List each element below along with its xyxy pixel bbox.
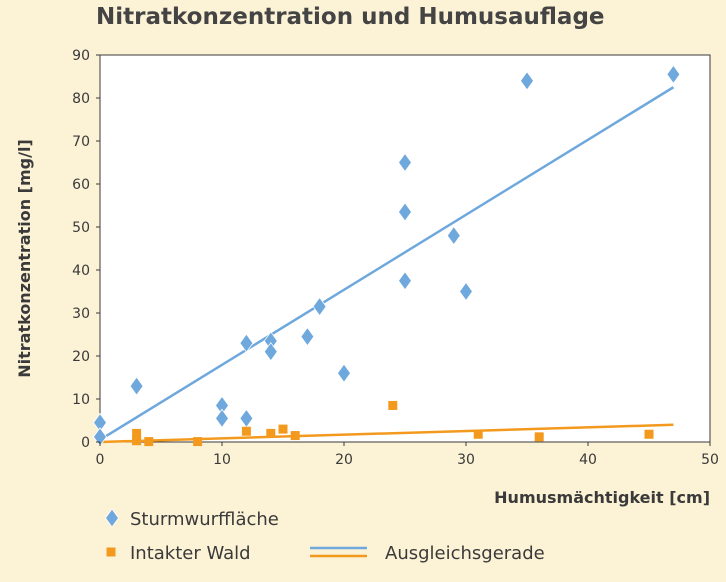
data-points (93, 64, 681, 447)
data-point-wald (290, 431, 300, 441)
x-tick-label: 20 (335, 452, 353, 468)
data-point-sturmwurf (337, 363, 351, 383)
data-point-sturmwurf (215, 408, 229, 429)
data-point-sturmwurf (398, 202, 412, 222)
data-point-sturmwurf (398, 152, 412, 173)
data-point-sturmwurf (446, 225, 461, 246)
data-point-sturmwurf (398, 271, 412, 291)
data-point-wald (193, 437, 203, 447)
data-point-wald (132, 428, 142, 438)
x-tick-label: 30 (457, 452, 475, 468)
legend-marker-sturmwurf (105, 508, 119, 528)
data-point-sturmwurf (520, 71, 534, 91)
data-point-wald (473, 429, 483, 439)
y-tick-label: 70 (72, 134, 90, 150)
y-axis-title: Nitratkonzentration [mg/l] (15, 139, 34, 378)
data-point-wald (388, 400, 398, 410)
legend-label-sturmwurf: Sturmwurffläche (130, 509, 279, 530)
data-point-wald (132, 436, 142, 446)
data-point-sturmwurf (239, 333, 254, 353)
legend-marker-wald (106, 547, 116, 557)
y-tick-label: 20 (72, 349, 90, 365)
y-tick-label: 90 (72, 48, 90, 64)
axis-ticks: 0 10 20 30 40 50 60 70 80 90 0 10 20 30 40 50 (72, 48, 719, 468)
y-tick-label: 30 (72, 306, 90, 322)
data-point-sturmwurf (300, 326, 315, 347)
data-point-wald (144, 437, 154, 447)
y-tick-label: 40 (72, 263, 90, 279)
data-point-wald (266, 428, 276, 438)
y-tick-label: 60 (72, 177, 90, 193)
y-tick-label: 10 (72, 392, 90, 408)
y-tick-label: 80 (72, 91, 90, 107)
x-axis-title: Humusmächtigkeit [cm] (494, 488, 710, 507)
chart-title: Nitratkonzentration und Humusauflage (96, 4, 605, 30)
x-tick-label: 0 (96, 452, 105, 468)
y-tick-label: 50 (72, 220, 90, 236)
trendline (99, 86, 675, 441)
data-point-sturmwurf (459, 281, 473, 302)
data-point-wald (534, 432, 544, 442)
x-tick-label: 40 (579, 452, 597, 468)
y-tick-label: 0 (81, 435, 90, 451)
data-point-sturmwurf (129, 376, 144, 396)
x-tick-label: 10 (213, 452, 231, 468)
data-point-wald (241, 426, 251, 436)
data-point-sturmwurf (666, 64, 681, 85)
legend-label-ausgleichsgerade: Ausgleichsgerade (385, 543, 545, 564)
x-tick-label: 50 (701, 452, 719, 468)
legend-label-wald: Intakter Wald (130, 543, 251, 564)
legend: Sturmwurffläche Intakter Wald Ausgleichsge… (105, 508, 545, 564)
data-point-wald (278, 424, 288, 434)
data-point-sturmwurf (263, 342, 278, 362)
data-point-wald (644, 429, 654, 439)
data-point-sturmwurf (312, 296, 327, 317)
